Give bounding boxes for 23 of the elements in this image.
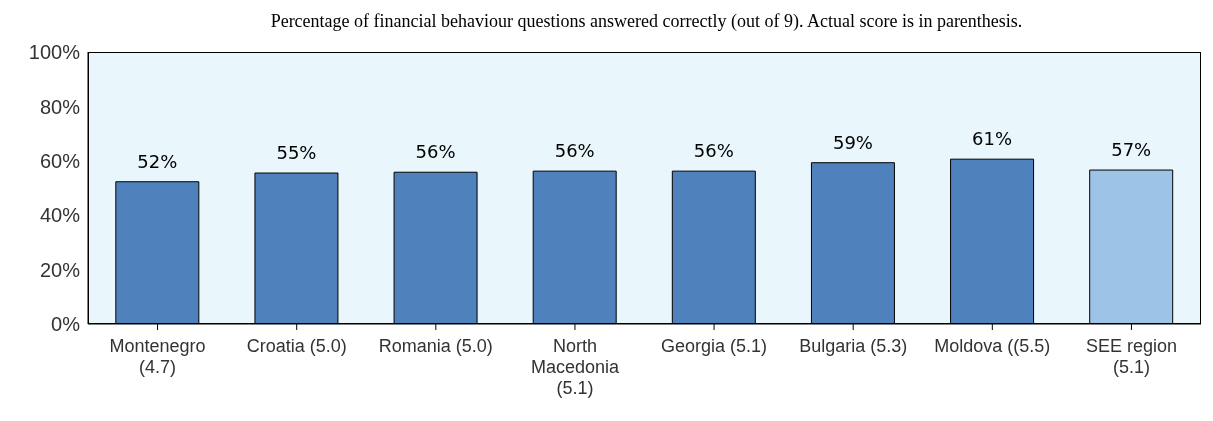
y-tick-label: 80% xyxy=(39,95,81,118)
data-label: 57% xyxy=(1111,139,1152,161)
y-tick-label: 100% xyxy=(28,41,81,64)
data-label: 59% xyxy=(832,131,873,153)
x-tick-label: North Macedonia (5.1) xyxy=(530,336,620,398)
x-tick-label: Montenegro (4.7) xyxy=(109,336,206,377)
x-tick-label: SEE region (5.1) xyxy=(1085,336,1177,377)
chart-title: Percentage of financial behaviour questions answered correctly (out of 9). Actual score is in parenthesis. xyxy=(270,11,1023,31)
data-label: 52% xyxy=(137,150,178,172)
y-tick-label: 0% xyxy=(51,313,81,336)
y-tick-label: 20% xyxy=(39,258,81,281)
x-tick-label: Romania (5.0) xyxy=(378,336,493,356)
x-tick-label: Georgia (5.1) xyxy=(661,336,768,356)
data-label: 56% xyxy=(554,140,595,162)
data-label: 56% xyxy=(415,141,456,163)
x-tick-label: Moldova ((5.5) xyxy=(934,336,1051,356)
data-label: 56% xyxy=(693,140,734,162)
y-tick-label: 40% xyxy=(39,204,81,227)
x-tick-label: Croatia (5.0) xyxy=(246,336,347,356)
data-label: 55% xyxy=(276,142,317,164)
y-tick-label: 60% xyxy=(39,149,81,172)
x-tick-label: Bulgaria (5.3) xyxy=(799,336,908,356)
data-label: 61% xyxy=(972,128,1013,150)
